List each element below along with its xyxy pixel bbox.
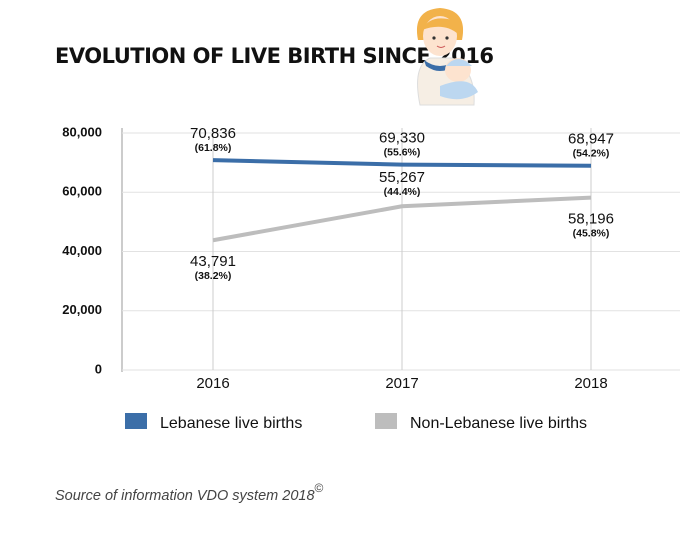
- chart-title: EVOLUTION OF LIVE BIRTH SINCE 2016: [55, 44, 494, 68]
- illustration: [416, 8, 478, 106]
- line: [212, 158, 592, 168]
- value-label: 69,330: [379, 130, 425, 147]
- value-label: 55,267: [379, 169, 425, 186]
- y-tick-label: 80,000: [62, 124, 102, 139]
- line: [212, 195, 592, 243]
- value-label: 70,836: [190, 125, 236, 142]
- x-tick-label: 2017: [385, 375, 418, 392]
- value-label: 43,791: [190, 253, 236, 270]
- y-tick-label: 40,000: [62, 243, 102, 258]
- source-symbol: ©: [315, 481, 324, 495]
- legend-swatch: [125, 413, 147, 429]
- legend-label: Lebanese live births: [160, 415, 302, 432]
- value-label: 58,196: [568, 211, 614, 228]
- x-tick-label: 2018: [574, 375, 607, 392]
- x-tick-label: 2016: [196, 375, 229, 392]
- legend-label: Non-Lebanese live births: [410, 415, 587, 432]
- y-tick-label: 0: [95, 361, 102, 376]
- y-tick-label: 20,000: [62, 302, 102, 317]
- source: Source of information VDO system 2018©: [55, 481, 324, 504]
- source-text: Source of information VDO system 2018: [55, 488, 315, 504]
- share-label: (55.6%): [384, 146, 421, 158]
- share-label: (45.8%): [573, 227, 610, 239]
- share-label: (44.4%): [384, 186, 421, 198]
- share-label: (38.2%): [195, 270, 232, 282]
- legend-swatch: [375, 413, 397, 429]
- y-tick-label: 60,000: [62, 184, 102, 199]
- value-label: 68,947: [568, 131, 614, 148]
- share-label: (54.2%): [573, 148, 610, 160]
- share-label: (61.8%): [195, 142, 232, 154]
